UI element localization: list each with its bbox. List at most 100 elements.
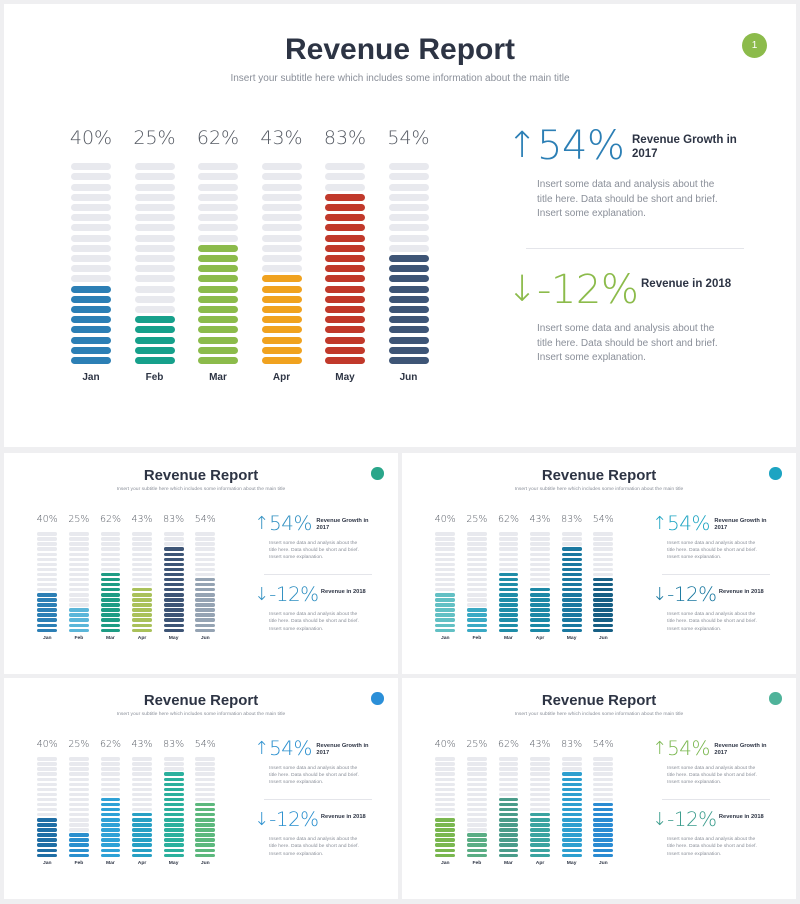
bar-segment-filled-may (325, 234, 365, 242)
month-label: Mar (106, 635, 115, 641)
bar-segment-filled-apr (132, 818, 152, 822)
bar-segment-track-jan (435, 542, 456, 546)
bar-segment-filled-mar (198, 265, 238, 273)
bar-segment-track-may (163, 757, 184, 761)
bar-segment-track-apr (132, 787, 152, 792)
bar-segment-filled-apr (530, 828, 550, 832)
thumbnail-slide-3[interactable]: Revenue Report Insert your subtitle here … (4, 678, 398, 899)
bar-segment-track-apr (530, 777, 550, 781)
revenue-decline-description: Insert some data and analysis about the … (667, 837, 757, 857)
stats-divider (661, 574, 771, 576)
slide-subtitle: Insert your subtitle here which includes… (230, 73, 570, 84)
bar-segment-track-may (561, 542, 582, 546)
bar-value-label: 40% (434, 513, 456, 525)
bar-value-label: 83% (163, 513, 185, 525)
bar-segment-filled-jun (593, 823, 614, 827)
bar-segment-track-feb (134, 244, 175, 252)
bar-segment-filled-jan (37, 623, 58, 627)
bar-segment-filled-may (163, 557, 184, 562)
bar-segment-filled-may (561, 613, 582, 617)
bar-segment-track-jan (71, 255, 111, 262)
bar-segment-filled-mar (198, 255, 238, 262)
bar-segment-track-apr (132, 757, 152, 761)
bar-segment-filled-feb (466, 833, 487, 837)
bar-segment-filled-apr (530, 813, 550, 817)
bar-segment-track-mar (198, 224, 238, 232)
bar-segment-track-feb (466, 572, 487, 577)
bar-segment-track-feb (68, 818, 89, 822)
bar-segment-track-apr (261, 234, 302, 242)
bar-segment-track-jun (593, 562, 614, 567)
bar-segment-filled-jan (435, 608, 456, 612)
thumbnail-slide-1[interactable]: Revenue Report Insert your subtitle here … (4, 453, 398, 674)
bar-segment-filled-feb (68, 843, 89, 847)
bar-segment-filled-jun (593, 802, 614, 807)
bar-segment-track-feb (466, 818, 487, 822)
revenue-decline-title: Revenue in 2018 (718, 814, 764, 821)
thumbnail-slide-2[interactable]: Revenue Report Insert your subtitle here … (402, 453, 796, 674)
bar-segment-track-jun (388, 234, 429, 242)
bar-segment-filled-jan (435, 823, 456, 827)
month-label: Mar (209, 372, 227, 383)
slide-title: Revenue Report (541, 691, 657, 709)
bar-segment-filled-may (163, 833, 184, 837)
bar-segment-filled-may (163, 828, 184, 832)
bar-value-label: 43% (131, 738, 153, 750)
bar-segment-filled-jun (388, 265, 429, 273)
bar-segment-track-jun (593, 542, 614, 546)
bar-segment-track-mar (498, 552, 519, 556)
month-label: Jun (200, 635, 210, 641)
bar-segment-filled-feb (68, 838, 89, 842)
bar-segment-track-feb (134, 173, 175, 181)
bar-segment-track-feb (466, 772, 487, 776)
bar-segment-track-jun (593, 762, 614, 766)
bar-segment-filled-may (561, 618, 582, 622)
bar-segment-track-jan (435, 562, 456, 567)
bar-segment-filled-jun (195, 608, 216, 612)
bar-segment-filled-jan (435, 618, 456, 622)
thumbnail-slide-4[interactable]: Revenue Report Insert your subtitle here … (402, 678, 796, 899)
bar-segment-filled-mar (100, 823, 121, 827)
bar-segment-track-jun (593, 547, 614, 551)
bar-segment-filled-mar (498, 598, 519, 602)
bar-segment-filled-apr (132, 603, 152, 607)
bar-segment-filled-may (163, 792, 184, 797)
bar-segment-filled-jun (593, 598, 614, 602)
bar-segment-filled-may (561, 557, 582, 562)
bar-segment-track-feb (68, 777, 89, 781)
bar-segment-filled-feb (68, 618, 89, 622)
bar-segment-filled-apr (132, 848, 152, 852)
arrow-down-icon: ↓ (254, 809, 270, 831)
bar-segment-filled-apr (530, 598, 550, 602)
bar-segment-filled-apr (132, 853, 152, 858)
bar-segment-filled-jun (593, 628, 614, 633)
revenue-decline-description: Insert some data and analysis about the … (537, 323, 718, 363)
month-label: Jan (440, 860, 450, 866)
bar-segment-track-feb (68, 797, 89, 802)
bar-segment-track-jan (37, 782, 58, 787)
bar-segment-filled-feb (466, 618, 487, 622)
bar-segment-track-mar (198, 163, 238, 171)
bar-segment-track-apr (261, 173, 302, 181)
revenue-growth-description: Insert some data and analysis about the … (269, 540, 359, 560)
bar-segment-filled-may (163, 782, 184, 787)
bar-segment-track-jan (435, 567, 456, 572)
bar-segment-filled-may (561, 828, 582, 832)
bar-segment-track-apr (132, 552, 152, 556)
bar-segment-filled-jun (388, 275, 429, 283)
month-label: Feb (145, 372, 164, 383)
bar-segment-track-apr (132, 577, 152, 582)
bar-segment-filled-jun (195, 613, 216, 617)
bar-segment-track-feb (466, 807, 487, 812)
bar-segment-filled-may (163, 588, 184, 592)
bar-segment-filled-jan (435, 593, 456, 597)
bar-value-label: 43% (131, 513, 153, 525)
bar-segment-track-mar (498, 757, 519, 761)
bar-segment-filled-feb (134, 326, 175, 334)
bar-segment-filled-may (325, 295, 365, 303)
month-label: Apr (137, 635, 147, 641)
bar-segment-track-feb (68, 588, 89, 592)
bar-segment-track-feb (466, 828, 487, 832)
bar-segment-filled-may (163, 577, 184, 582)
bar-segment-filled-mar (498, 823, 519, 827)
